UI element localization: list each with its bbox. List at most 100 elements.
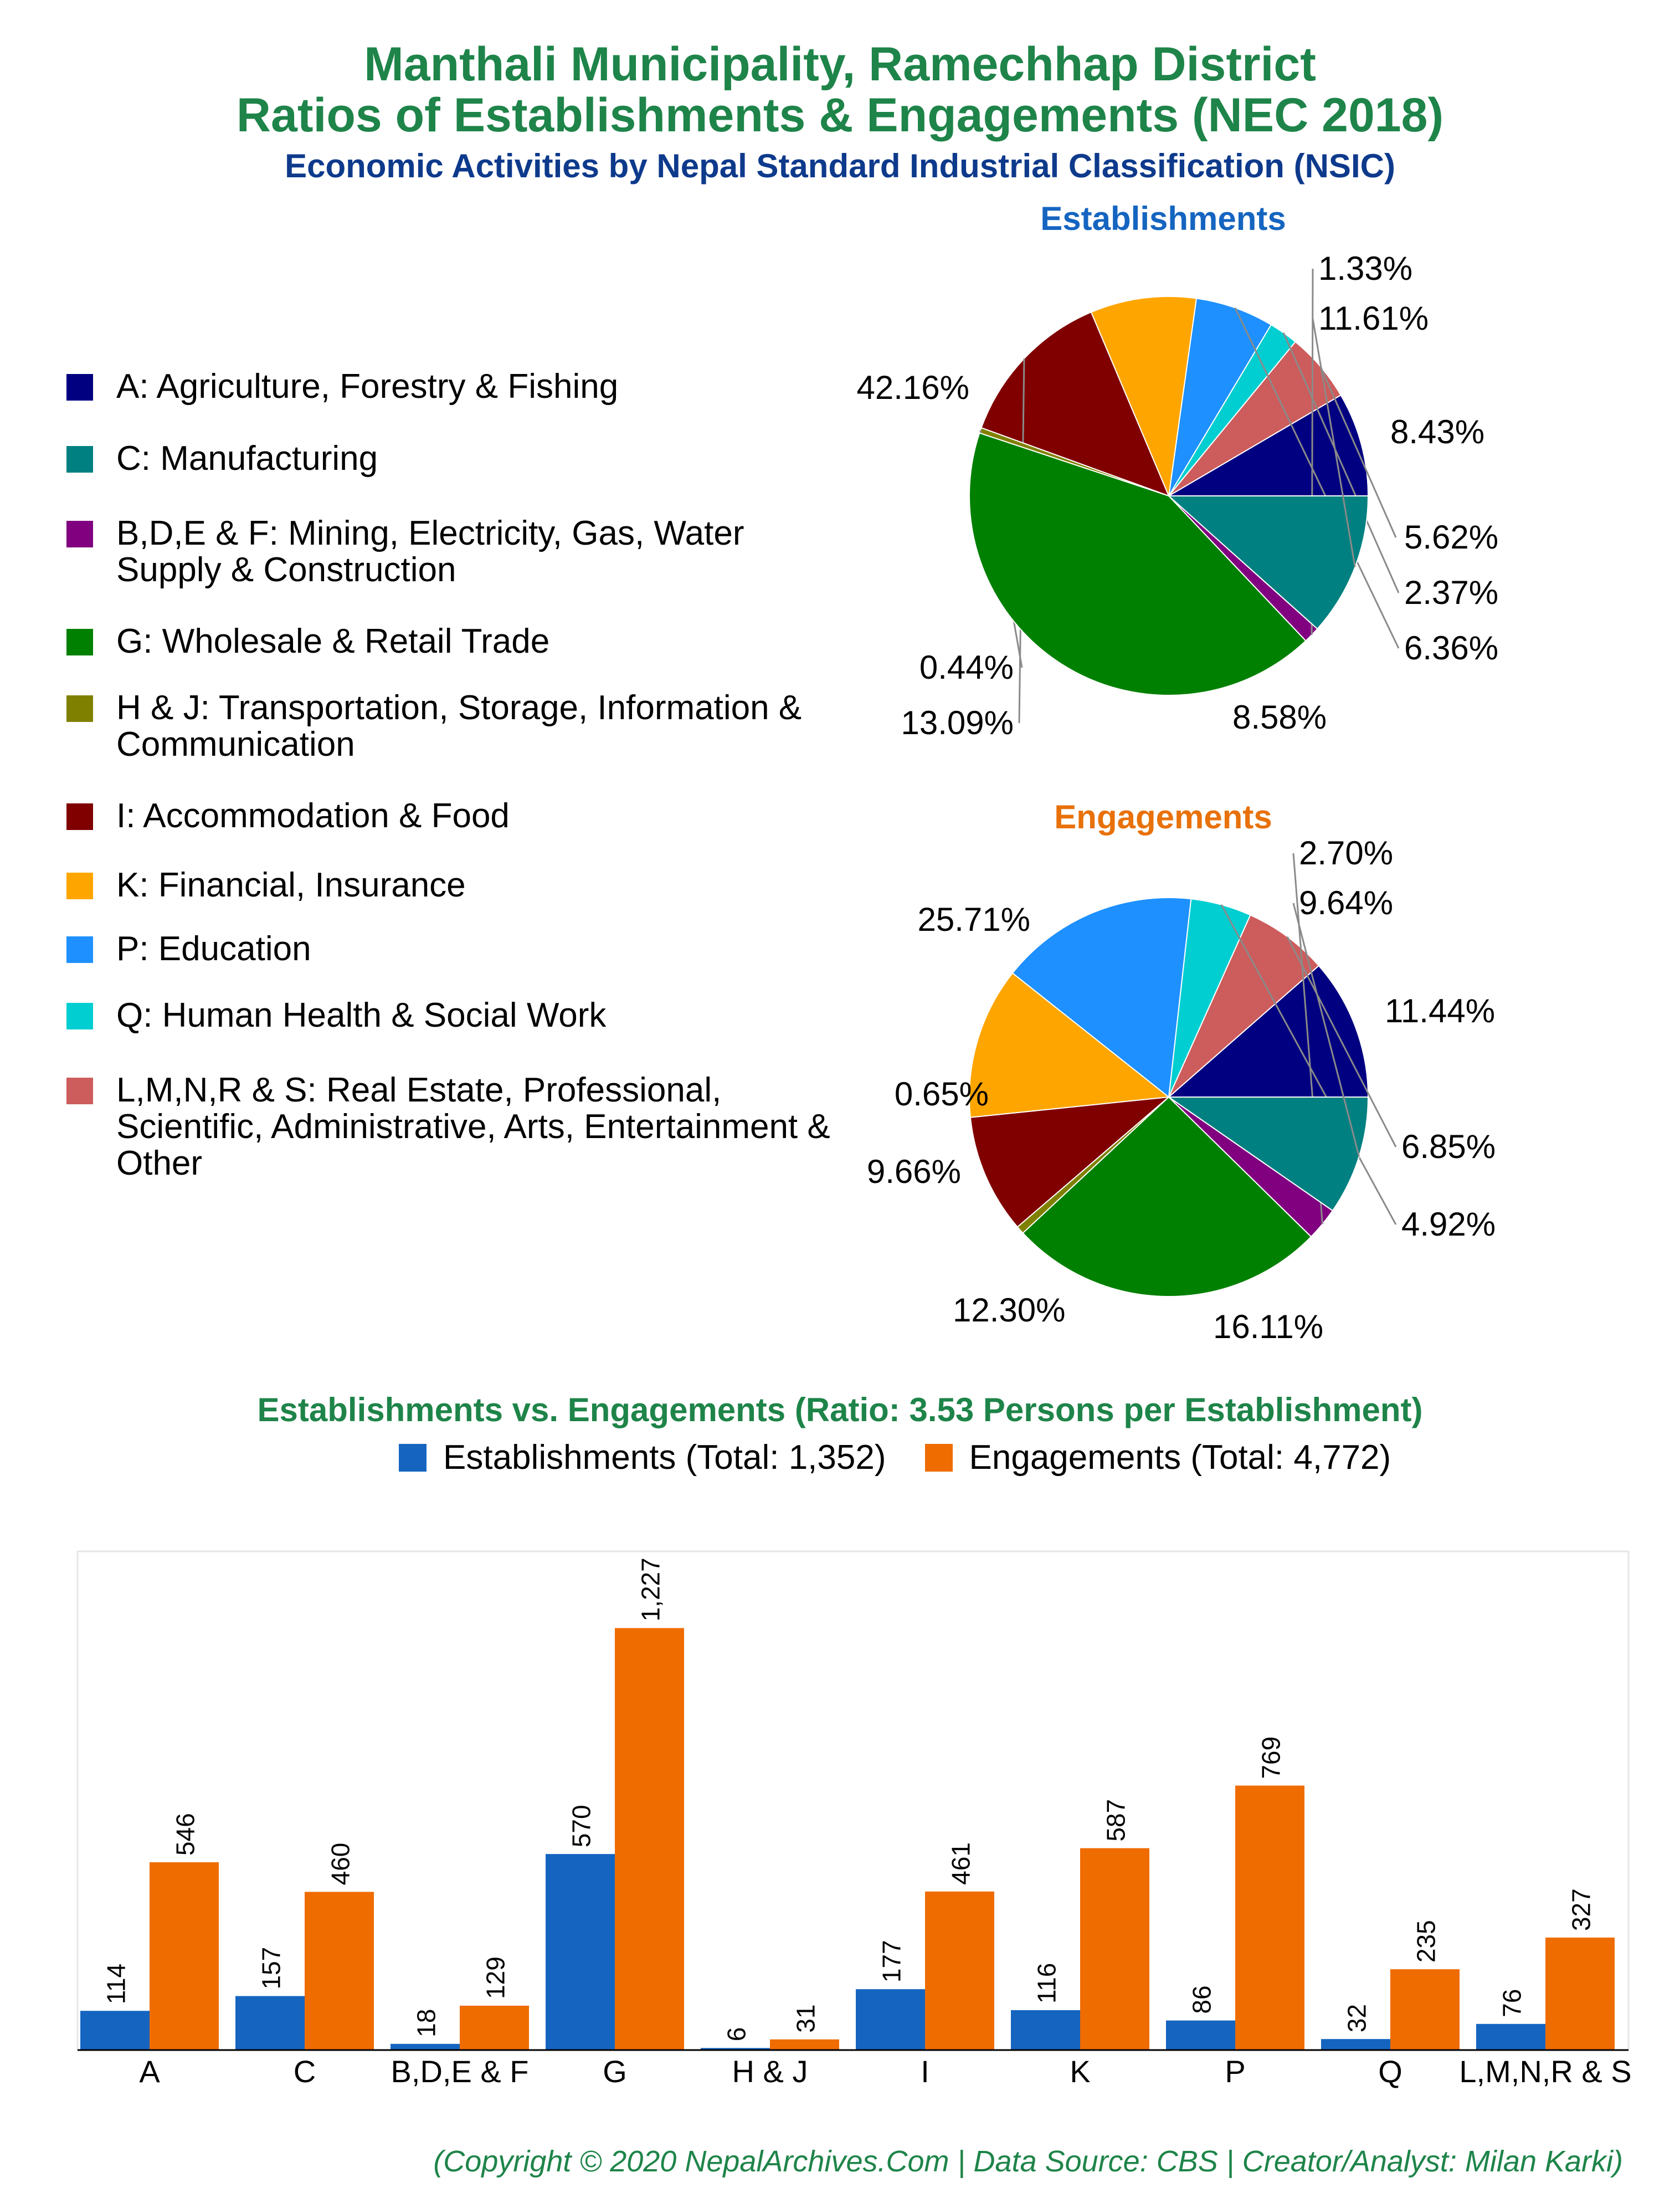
- pie-slice-label: 1.33%: [1318, 250, 1412, 287]
- x-tick-label: A: [139, 2054, 160, 2089]
- bar-value-label: 1,227: [636, 1557, 665, 1621]
- bar-value-label: 546: [171, 1813, 200, 1856]
- pie-slice-label: 16.11%: [1213, 1308, 1323, 1345]
- establishments-bar: [391, 2043, 460, 2050]
- legend-item: P: Education: [66, 931, 853, 967]
- leader-line: [1292, 903, 1360, 1157]
- engagements-bar: [925, 1891, 994, 2050]
- legend-item: A: Agriculture, Forestry & Fishing: [66, 368, 853, 405]
- bar-chart-legend: Establishments (Total: 1,352) Engagement…: [399, 1438, 1391, 1477]
- legend-item: I: Accommodation & Food: [66, 798, 853, 834]
- establishments-bar: [1476, 2023, 1545, 2050]
- legend-item: L,M,N,R & S: Real Estate, Professional, …: [66, 1072, 853, 1182]
- legend-item: Q: Human Health & Social Work: [66, 997, 853, 1034]
- legend-swatch: [66, 695, 93, 722]
- x-tick-label: C: [294, 2054, 316, 2089]
- pie-slice-label: 6.36%: [1404, 629, 1498, 667]
- establishments-bar: [546, 1854, 615, 2050]
- copyright-footer: (Copyright © 2020 NepalArchives.Com | Da…: [433, 2145, 1623, 2178]
- bar-value-label: 76: [1498, 1989, 1527, 2017]
- bar-value-label: 31: [792, 2005, 820, 2033]
- pie-slice: [1168, 298, 1272, 496]
- engagements-bar: [1390, 1969, 1460, 2050]
- bar-value-label: 769: [1257, 1736, 1286, 1779]
- engagements-bar: [615, 1628, 684, 2050]
- engagements-bar: [1080, 1848, 1149, 2050]
- bar-value-label: 6: [722, 2027, 751, 2042]
- legend-swatch: [66, 803, 93, 830]
- legend-swatch: [66, 374, 93, 401]
- x-tick-label: G: [603, 2054, 627, 2089]
- pie-slice-label: 2.70%: [1299, 834, 1393, 872]
- bar-chart-title: Establishments vs. Engagements (Ratio: 3…: [257, 1391, 1423, 1428]
- pie-slice-label: 13.09%: [901, 704, 1014, 741]
- engagements-legend-label: Engagements (Total: 4,772): [969, 1438, 1391, 1477]
- legend-label: H & J: Transportation, Storage, Informat…: [116, 689, 802, 764]
- legend-swatch: [66, 629, 93, 655]
- pie-slice-label: 4.92%: [1401, 1206, 1496, 1243]
- chart-title-line2: Ratios of Establishments & Engagements (…: [236, 89, 1444, 142]
- pie-slice-label: 9.64%: [1299, 884, 1393, 921]
- bar-value-label: 32: [1343, 2004, 1371, 2032]
- bar-value-label: 116: [1032, 1963, 1061, 2004]
- establishments-bar: [701, 2048, 770, 2050]
- x-tick-label: B,D,E & F: [391, 2054, 529, 2089]
- establishments-bar: [856, 1989, 925, 2050]
- chart-title-line1: Manthali Municipality, Ramechhap Distric…: [364, 38, 1316, 91]
- leader-line: [1312, 318, 1356, 567]
- pie-slice: [1090, 296, 1198, 498]
- legend-swatch: [66, 1003, 93, 1029]
- establishments-bar: [235, 1996, 305, 2050]
- legend-label: Q: Human Health & Social Work: [116, 996, 607, 1034]
- pie-slice: [1022, 1096, 1312, 1297]
- legend-label: C: Manufacturing: [116, 439, 378, 478]
- pie-slice-label: 42.16%: [857, 369, 970, 406]
- legend-label: P: Education: [116, 930, 311, 968]
- pie-slice-label: 0.44%: [919, 649, 1014, 686]
- x-tick-label: K: [1070, 2054, 1090, 2089]
- engagements-legend-swatch: [924, 1443, 953, 1472]
- pie-slice-label: 0.65%: [895, 1075, 989, 1113]
- pie-slice-label: 8.58%: [1232, 699, 1327, 736]
- legend-label: K: Financial, Insurance: [116, 866, 466, 904]
- engagements-bar: [1545, 1938, 1615, 2050]
- pie-charts: 8.43% 5.62% 2.37% 6.36% 8.58% 13.09% 0.44% 42.1…: [857, 250, 1499, 1345]
- legend-label: I: Accommodation & Food: [116, 797, 510, 835]
- pie-slice-label: 5.62%: [1404, 519, 1498, 556]
- x-tick-label: P: [1225, 2054, 1245, 2089]
- bar-value-label: 86: [1188, 1985, 1216, 2013]
- bar-value-label: 570: [567, 1805, 596, 1847]
- pie-slice-label: 12.30%: [953, 1292, 1066, 1329]
- pie-slice: [969, 1096, 1171, 1228]
- establishments-bar: [1166, 2020, 1235, 2050]
- leader-line: [1220, 904, 1397, 1225]
- establishments-legend-label: Establishments (Total: 1,352): [443, 1438, 886, 1477]
- establishments-bar: [1321, 2039, 1390, 2050]
- legend-label: G: Wholesale & Retail Trade: [116, 622, 550, 660]
- engagements-bar: [150, 1862, 219, 2050]
- legend-item: C: Manufacturing: [66, 440, 853, 477]
- pie-slice: [1011, 897, 1192, 1098]
- establishments-bar: [1011, 2010, 1080, 2050]
- pie-slice-label: 11.61%: [1318, 300, 1429, 337]
- x-tick-label: I: [921, 2054, 929, 2089]
- establishments-bar: [80, 2011, 150, 2050]
- bar-chart: 114 546 A 157 460 C 18 129 B,D,E & F 570 1,227 G 6 31…: [76, 1550, 1632, 2089]
- bar-value-label: 460: [326, 1843, 355, 1885]
- bar-value-label: 18: [412, 2009, 441, 2037]
- leader-line: [1234, 307, 1400, 649]
- engagements-bar: [770, 2039, 839, 2050]
- bar-value-label: 177: [877, 1940, 906, 1982]
- legend-swatch: [66, 1078, 93, 1104]
- pie-slice-label: 25.71%: [918, 901, 1031, 938]
- chart-subtitle: Economic Activities by Nepal Standard In…: [285, 147, 1395, 185]
- legend-swatch: [66, 521, 93, 547]
- legend-swatch: [66, 936, 93, 963]
- engagements-bar: [1235, 1785, 1304, 2050]
- bar-value-label: 114: [102, 1964, 131, 2004]
- leader-line: [1282, 332, 1400, 593]
- engagements-pie-title: Engagements: [1054, 798, 1272, 836]
- leader-line: [1319, 366, 1397, 538]
- bar-value-label: 235: [1412, 1920, 1441, 1963]
- legend-swatch: [66, 446, 93, 473]
